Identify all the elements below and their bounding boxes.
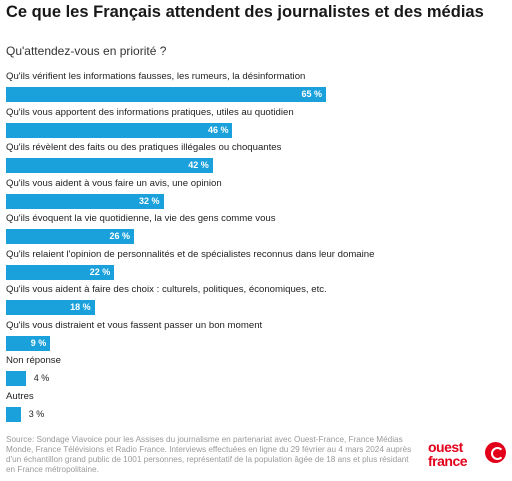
bar [6, 193, 164, 209]
category-label: Qu'ils vérifient les informations fausse… [6, 71, 306, 82]
logo-word-ouest: ouest [428, 439, 463, 455]
bar [6, 406, 21, 422]
category-label: Qu'ils vous distraient et vous fassent p… [6, 319, 263, 331]
bar-value-label: 42 % [188, 160, 209, 170]
category-label: Qu'ils vous apportent des informations p… [6, 106, 294, 118]
category-label: Qu'ils vous aident à faire des choix : c… [6, 284, 327, 295]
bar-value-label: 18 % [70, 302, 91, 312]
ouest-france-logo-icon [485, 442, 506, 463]
bar-value-label: 9 % [30, 337, 47, 348]
bar-value-label: 3 % [28, 408, 45, 419]
bar [6, 371, 26, 386]
category-label: Autres [6, 390, 34, 402]
bar [6, 87, 326, 102]
category-label: Qu'ils révèlent des faits ou des pratiqu… [6, 142, 282, 153]
category-label: Qu'ils relaient l'opinion de personnalit… [6, 248, 375, 260]
bar-value-label: 4 % [33, 373, 50, 383]
chart-title: Ce que les Français attendent des journa… [6, 3, 484, 21]
bar-value-label: 22 % [89, 266, 111, 277]
bar [6, 264, 115, 280]
bar-value-label: 26 % [109, 231, 130, 241]
category-label: Qu'ils vous aident à vous faire un avis,… [6, 177, 222, 189]
logo-word-france: france [428, 453, 468, 469]
ouest-france-logo: ouest france [428, 440, 508, 476]
bar [6, 158, 213, 173]
bar-value-label: 65 % [301, 89, 322, 99]
bar [6, 229, 134, 244]
bar-chart: Qu'ils vérifient les informations fausse… [0, 68, 512, 428]
category-label: Qu'ils évoquent la vie quotidienne, la v… [6, 213, 276, 224]
bar [6, 300, 95, 315]
bar [6, 122, 233, 138]
bar-value-label: 32 % [139, 195, 160, 206]
bar-value-label: 46 % [207, 124, 229, 135]
source-note: Source: Sondage Viavoice pour les Assise… [6, 435, 412, 474]
category-label: Non réponse [6, 355, 61, 366]
chart-subtitle: Qu'attendez-vous en priorité ? [6, 44, 167, 58]
bar [6, 335, 51, 351]
